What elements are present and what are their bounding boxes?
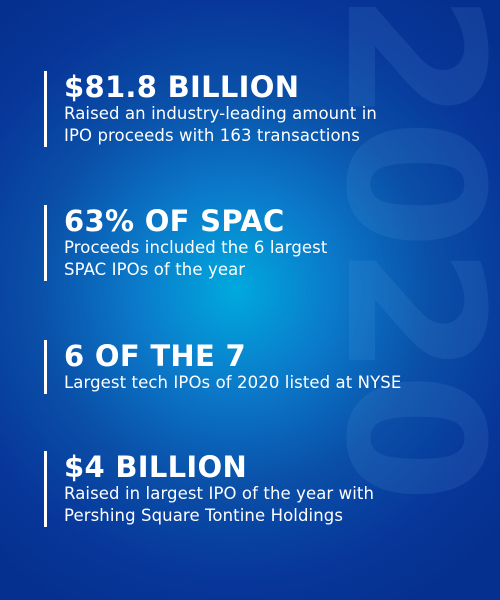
stat-description-line: SPAC IPOs of the year — [64, 260, 246, 279]
stat-block-tech-ipos: 6 OF THE 7 Largest tech IPOs of 2020 lis… — [44, 340, 401, 394]
stat-block-ipo-proceeds: $81.8 BILLION Raised an industry-leading… — [44, 71, 377, 147]
stat-description-line: Pershing Square Tontine Holdings — [64, 506, 344, 525]
stat-headline: $4 BILLION — [64, 450, 248, 484]
stat-headline: 63% OF SPAC — [64, 204, 285, 238]
stat-description-line: Raised an industry-leading amount in — [64, 104, 377, 123]
stat-description-line: Raised in largest IPO of the year with — [64, 484, 375, 503]
stat-block-largest-ipo: $4 BILLION Raised in largest IPO of the … — [44, 451, 374, 527]
stat-headline: 6 OF THE 7 — [64, 339, 246, 373]
stat-description-line: Largest tech IPOs of 2020 listed at NYSE — [64, 373, 402, 392]
stat-headline: $81.8 BILLION — [64, 70, 300, 104]
stat-block-spac: 63% OF SPAC Proceeds included the 6 larg… — [44, 205, 327, 281]
stat-description-line: IPO proceeds with 163 transactions — [64, 126, 360, 145]
stat-description-line: Proceeds included the 6 largest — [64, 238, 328, 257]
